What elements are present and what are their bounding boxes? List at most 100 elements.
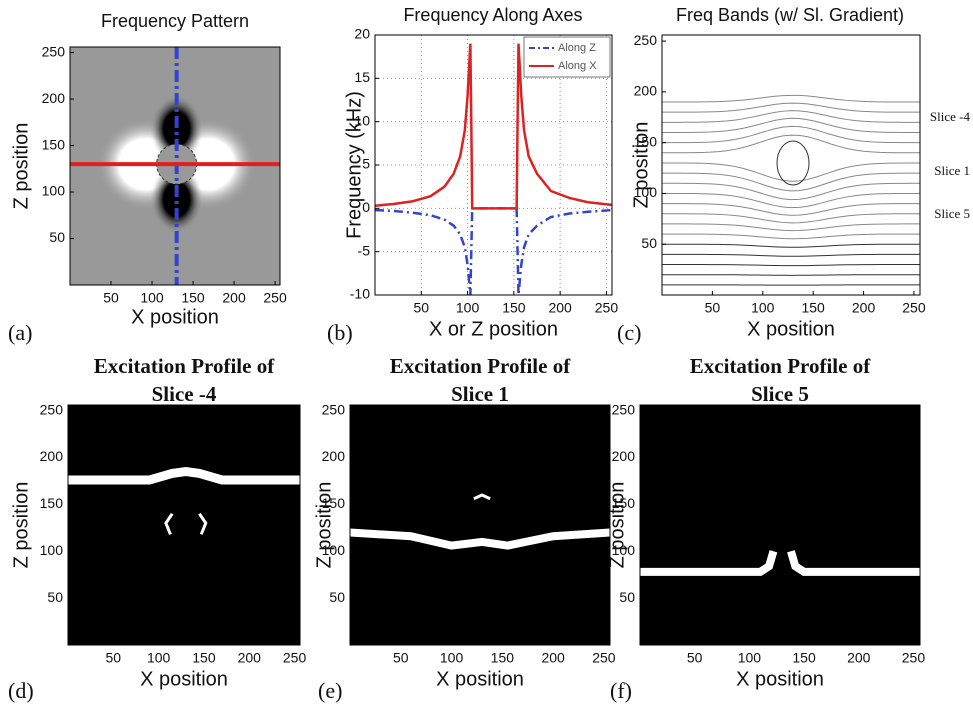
chart-title: Frequency Pattern [101,11,249,31]
contour [661,102,921,113]
panel-label: (e) [318,678,342,703]
y-axis-label: Frequency (kHz) [343,91,365,239]
y-tick-label: -10 [350,286,370,302]
excited-band [787,550,920,576]
contour [661,213,921,224]
y-tick-label: 100 [322,542,346,558]
y-axis-label: Z position [10,123,32,210]
x-tick-label: 150 [801,300,825,316]
y-tick-label: 50 [619,589,635,605]
panel: 50 100 150 200 250 50 100 150 200 250 Excitation P… [8,354,306,703]
contour [661,192,921,209]
x-tick-label: 150 [491,650,515,666]
x-tick-label: 50 [106,650,122,666]
contour [661,94,921,103]
x-tick-label: 250 [902,650,926,666]
y-tick-label: 250 [612,401,636,417]
legend [523,36,611,78]
contour [661,243,921,248]
contour [661,117,921,133]
excited-band [473,493,491,501]
contour [661,110,921,123]
panel: 50 100 150 200 250 50 100 150 200 250 Excitation P… [313,354,616,703]
object [776,140,810,186]
x-axis-label: X position [736,668,824,690]
y-tick-label: 10 [354,112,370,128]
panel-label: (f) [610,678,632,703]
y-tick-label: 250 [322,401,346,417]
chart-title: Excitation Profile of [690,354,871,378]
x-tick-label: 50 [705,300,721,316]
y-tick-label: 200 [40,448,64,464]
panel: 50 100 150 200 250 50 100 150 200 250 Excitation P… [606,354,925,703]
y-tick-label: 150 [42,136,66,152]
y-tick-label: 150 [634,133,658,149]
panel: 50 100 150 200 250 -10 -5 0 5 10 15 20 Along Z Along … [327,5,618,345]
x-axis-label: X or Z position [429,318,558,340]
y-tick-label: 20 [354,26,370,42]
chart-title: Freq Bands (w/ Sl. Gradient) [676,5,904,25]
x-tick-label: 100 [440,650,464,666]
y-tick-label: 200 [322,448,346,464]
x-tick-label: 200 [222,290,246,306]
lobe [150,165,203,234]
y-tick-label: 100 [612,542,636,558]
legend-label: Along X [558,60,597,72]
y-axis-label: Z position [630,122,652,209]
x-tick-label: 100 [751,300,775,316]
excited-band [640,550,778,576]
contour [661,125,921,144]
contour [661,162,921,182]
y-axis-label: Z position [313,482,335,569]
x-axis-label: X position [140,668,228,690]
x-tick-label: 250 [902,300,926,316]
y-tick-label: 100 [40,542,64,558]
x-axis-label: X position [131,306,219,328]
chart-title: Slice 1 [451,382,509,406]
plot-frame [349,404,611,646]
x-tick-label: 250 [592,650,616,666]
y-tick-label: 200 [612,448,636,464]
x-tick-label: 150 [502,300,526,316]
chart-title: Slice -4 [152,382,217,406]
y-tick-label: 50 [329,589,345,605]
plot-frame [639,404,921,646]
x-tick-label: 100 [738,650,762,666]
x-axis-label: X position [436,668,524,690]
x-tick-label: 250 [595,300,619,316]
series-line [374,43,613,210]
panel-label: (a) [8,320,32,345]
y-tick-label: 0 [362,199,370,215]
contour [661,182,921,201]
contour [661,233,921,240]
plot-frame [69,46,281,286]
background [350,405,610,645]
y-tick-label: 200 [634,83,658,99]
y-tick-label: 200 [42,90,66,106]
contour [661,134,921,154]
contour [661,172,921,192]
panel: 50 100 150 200 250 50 100 150 200 250 Frequency Pa… [8,11,287,345]
chart-title: Excitation Profile of [390,354,571,378]
y-tick-label: 150 [40,495,64,511]
y-tick-label: 50 [641,235,657,251]
y-tick-label: 150 [612,495,636,511]
x-tick-label: 150 [192,650,216,666]
contour [661,253,921,257]
excited-band [164,512,174,535]
excited-band [198,512,208,535]
x-tick-label: 150 [181,290,205,306]
panel: 50 100 150 200 250 50 100 150 200 250 Freq Bands (… [617,5,970,345]
legend-label: Along Z [558,42,596,54]
contour [662,274,920,276]
chart-title: Slice 5 [751,382,809,406]
y-tick-label: 100 [42,183,66,199]
y-tick-label: 150 [322,495,346,511]
x-tick-label: 100 [140,290,164,306]
y-axis-label: Z position [606,482,628,569]
plot-frame [661,34,921,296]
contour [662,264,920,267]
x-tick-label: 200 [548,300,572,316]
y-tick-label: -5 [358,242,371,258]
